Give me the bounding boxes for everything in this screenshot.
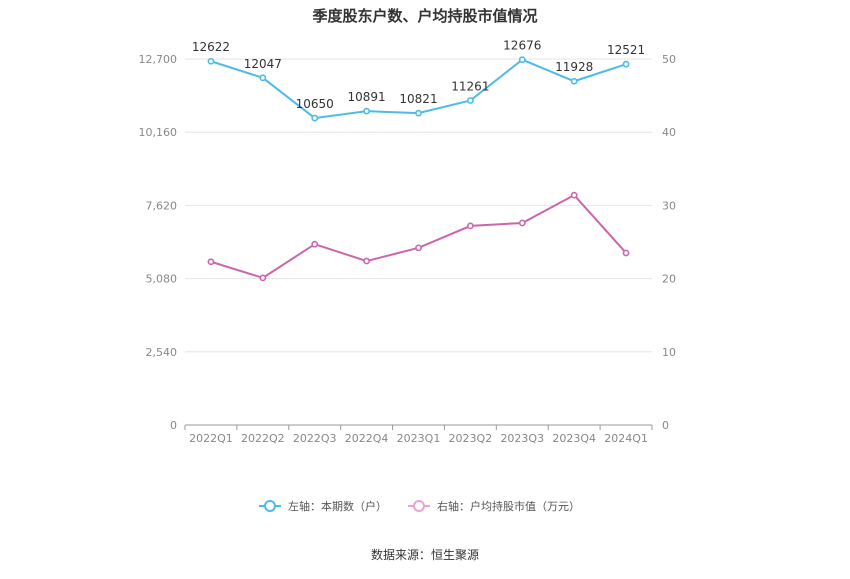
legend-marker-icon — [264, 500, 276, 512]
series-1-point — [415, 109, 422, 117]
right-axis-tick-label: 30 — [662, 199, 676, 212]
series-1-point — [570, 77, 578, 85]
x-axis: 2022Q1 2022Q2 2022Q3 2022Q4 2023Q1 2023Q2 2023… — [184, 424, 653, 445]
data-label: 10891 — [348, 90, 386, 104]
x-axis-tick-label: 2023Q2 — [449, 432, 493, 445]
left-axis-tick-label: 2,540 — [146, 346, 178, 359]
x-axis-tick-label: 2024Q1 — [604, 432, 648, 445]
right-axis-tick-label: 0 — [662, 419, 669, 432]
left-axis-tick-label: 0 — [170, 419, 177, 432]
x-axis-tick-label: 2022Q4 — [345, 432, 389, 445]
x-axis-tick-label: 2023Q1 — [397, 432, 441, 445]
series-2-point — [466, 222, 474, 230]
series-2-point — [570, 191, 578, 199]
left-axis-tick-label: 7,620 — [146, 199, 178, 212]
right-axis-tick-label: 40 — [662, 126, 676, 139]
series-2-point — [363, 257, 371, 265]
series-2-point — [622, 249, 630, 257]
series-1-point — [207, 57, 215, 65]
chart-title: 季度股东户数、户均持股市值情况 — [312, 7, 537, 25]
x-axis-tick-label: 2023Q3 — [500, 432, 544, 445]
x-axis-tick-label: 2022Q1 — [189, 432, 233, 445]
left-axis: 0 2,540 5,080 7,620 10,160 12,700 — [139, 53, 178, 432]
series-1-point — [311, 114, 319, 122]
series-2-point — [518, 219, 526, 227]
series-layer: 12622 12047 10650 10891 10821 11261 12676 11928… — [192, 39, 645, 282]
data-label: 11928 — [555, 60, 593, 74]
series-1-point — [466, 97, 474, 104]
right-axis-tick-label: 10 — [662, 346, 676, 359]
series-2-point — [259, 274, 267, 282]
data-label: 12622 — [192, 40, 230, 54]
legend-item-2[interactable]: 右轴：户均持股市值（万元） — [408, 499, 580, 513]
right-axis-tick-label: 20 — [662, 273, 676, 286]
legend-item-1[interactable]: 左轴：本期数（户） — [259, 499, 387, 513]
left-axis-tick-label: 5,080 — [146, 273, 178, 286]
series-1-point — [259, 74, 267, 82]
series-2-point — [207, 258, 215, 266]
left-axis-tick-label: 12,700 — [139, 53, 178, 66]
data-label: 10650 — [296, 97, 334, 111]
data-label: 11261 — [451, 79, 489, 93]
legend[interactable]: 左轴：本期数（户） 右轴：户均持股市值（万元） — [259, 499, 580, 513]
series-2-point — [311, 240, 319, 248]
data-label: 10821 — [399, 92, 437, 106]
x-axis-tick-label: 2022Q2 — [241, 432, 285, 445]
series-line-2 — [210, 193, 627, 279]
legend-marker-icon — [413, 500, 425, 512]
left-axis-tick-label: 10,160 — [139, 126, 178, 139]
right-axis-tick-label: 50 — [662, 53, 676, 66]
source-note: 数据来源：恒生聚源 — [371, 547, 479, 562]
series-2-point — [415, 244, 422, 252]
data-label: 12521 — [607, 43, 645, 57]
right-axis: 0 10 20 30 40 50 — [662, 53, 676, 432]
x-axis-tick-label: 2022Q3 — [293, 432, 337, 445]
series-1-point — [518, 56, 526, 64]
legend-label: 左轴：本期数（户） — [288, 499, 387, 513]
data-label: 12047 — [244, 57, 282, 71]
legend-label: 右轴：户均持股市值（万元） — [437, 499, 580, 513]
x-axis-tick-label: 2023Q4 — [552, 432, 596, 445]
data-label: 12676 — [503, 39, 541, 53]
series-1-point — [363, 107, 371, 115]
series-1-point — [622, 60, 630, 68]
